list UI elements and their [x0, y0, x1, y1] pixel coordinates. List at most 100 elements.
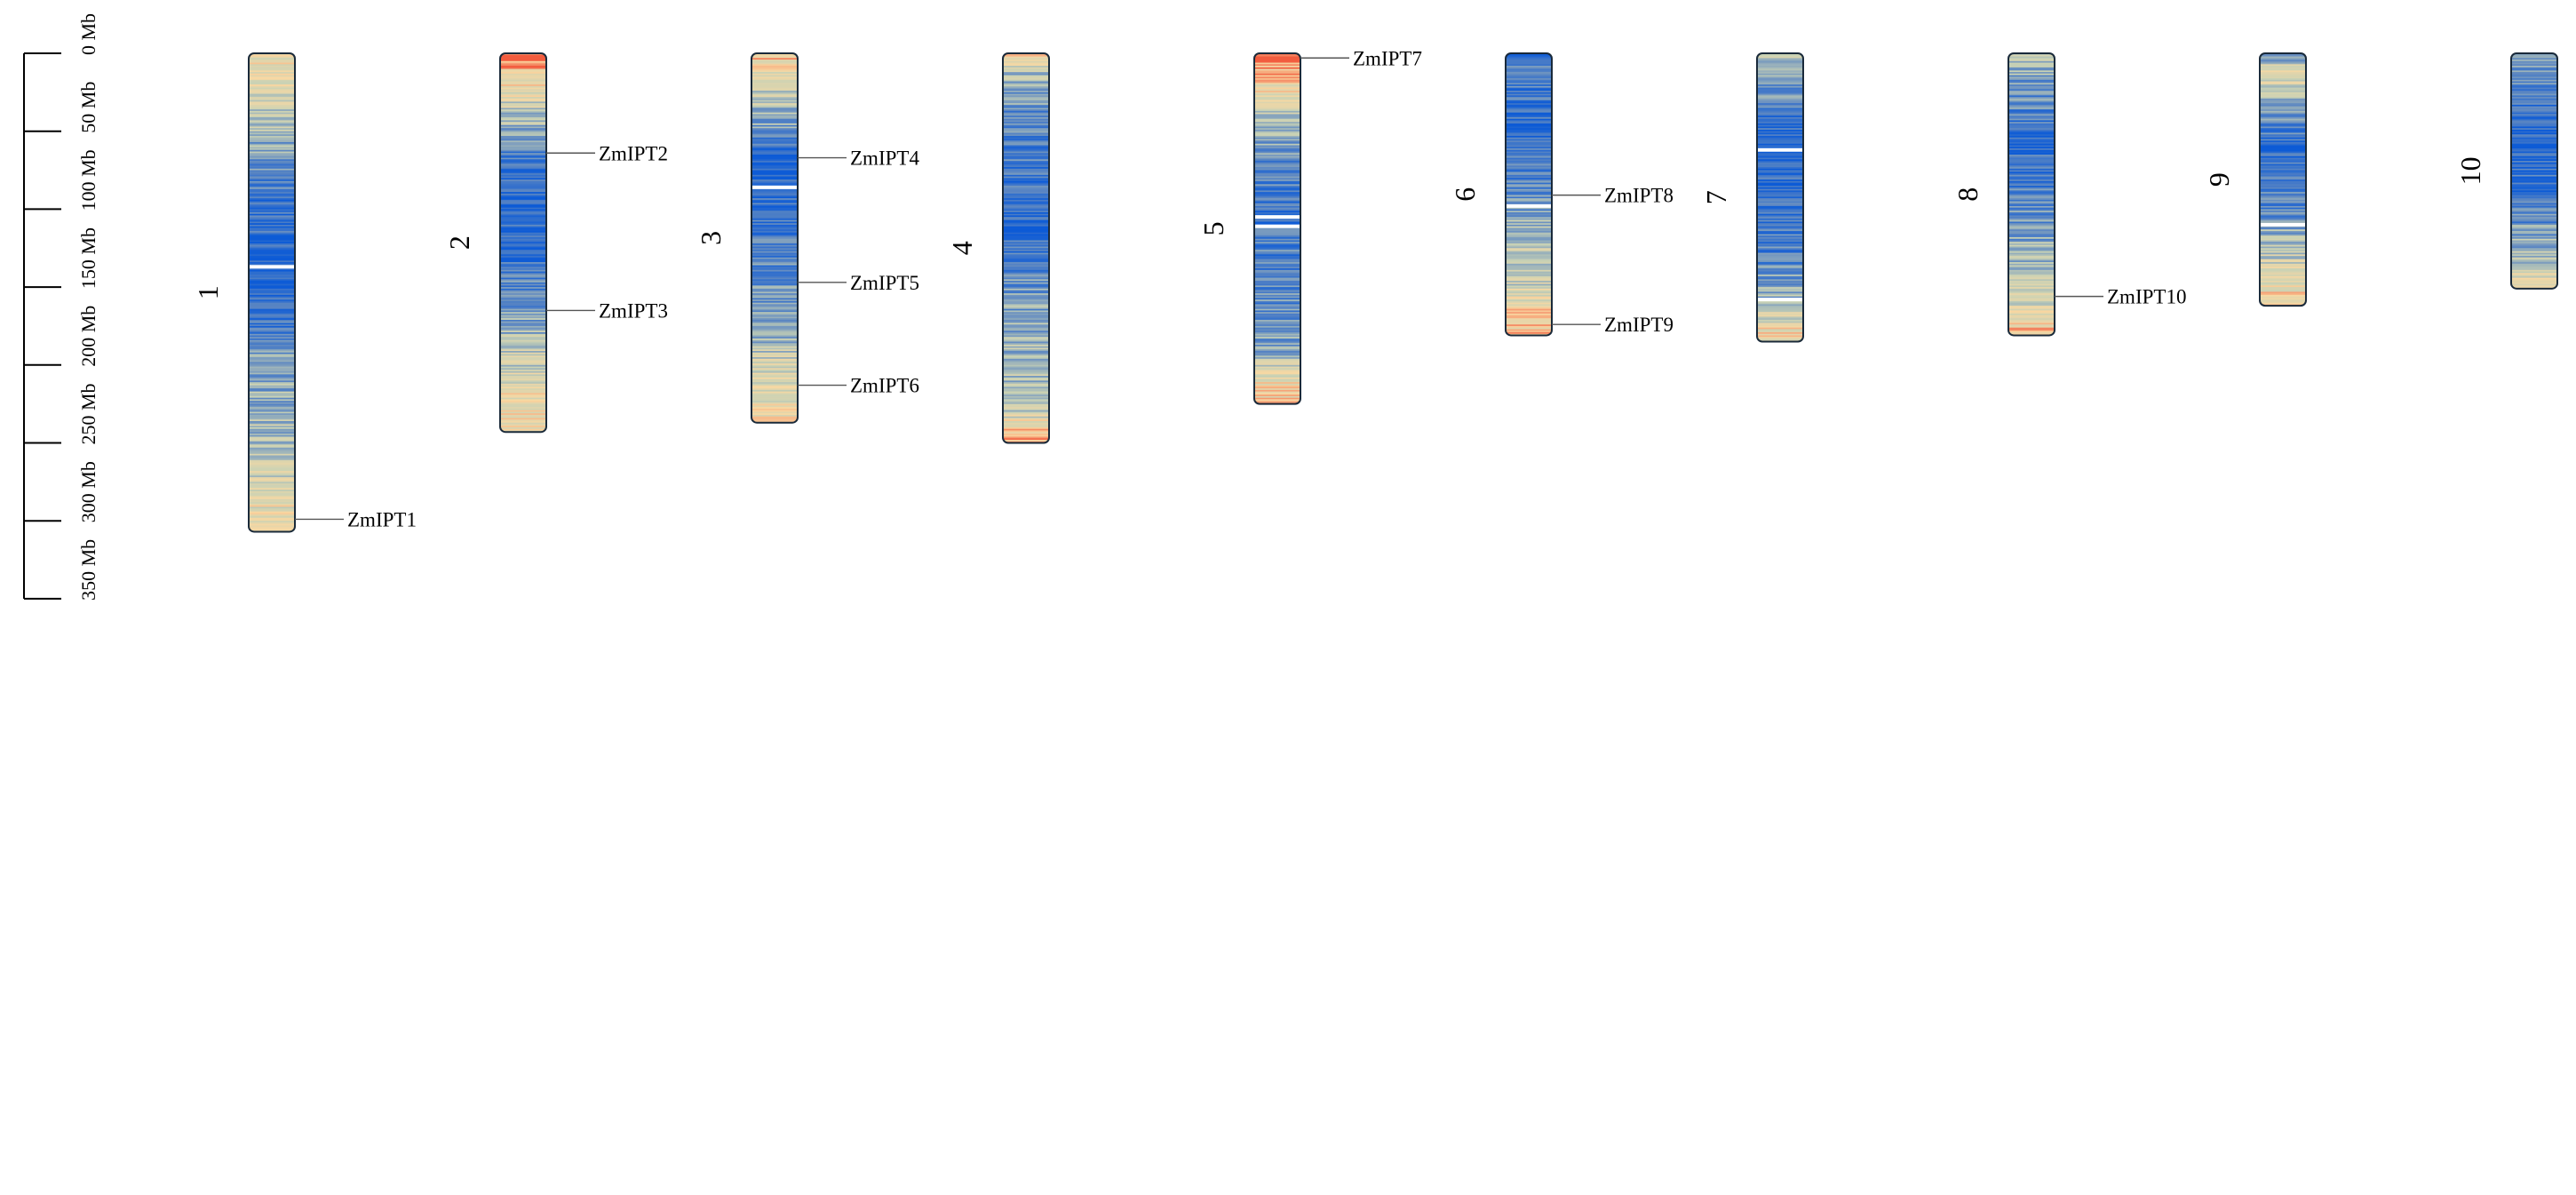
- density-band: [249, 461, 295, 464]
- density-band: [1506, 147, 1552, 151]
- density-band: [249, 178, 295, 180]
- density-band: [2511, 273, 2557, 275]
- density-band: [500, 83, 546, 85]
- density-band: [500, 215, 546, 218]
- density-band: [751, 325, 798, 329]
- density-band: [2008, 72, 2055, 75]
- chromosome-label: 1: [192, 285, 224, 299]
- density-band: [751, 418, 798, 420]
- density-band: [500, 308, 546, 312]
- density-band: [1003, 109, 1049, 112]
- density-band: [1757, 254, 1803, 257]
- density-band: [1757, 110, 1803, 114]
- density-band: [1003, 275, 1049, 279]
- density-band: [1757, 165, 1803, 168]
- density-band: [249, 339, 295, 343]
- scale-tick-label: 50 Mb: [77, 82, 99, 133]
- density-band: [1506, 246, 1552, 249]
- density-band: [500, 126, 546, 129]
- density-band: [249, 109, 295, 112]
- density-band: [249, 418, 295, 420]
- density-band: [751, 87, 798, 90]
- density-band: [500, 53, 546, 56]
- density-band: [1506, 250, 1552, 252]
- density-band: [1506, 108, 1552, 110]
- density-band: [1506, 167, 1552, 170]
- density-band: [1003, 145, 1049, 147]
- density-band: [1506, 192, 1552, 195]
- density-band: [1003, 196, 1049, 199]
- density-band: [2511, 76, 2557, 79]
- density-band: [249, 269, 295, 273]
- density-band: [249, 484, 295, 488]
- density-band: [2008, 101, 2055, 104]
- density-band: [2008, 256, 2055, 259]
- density-band: [2008, 89, 2055, 92]
- density-band: [1506, 92, 1552, 95]
- density-band: [2260, 282, 2306, 285]
- density-band: [2260, 288, 2306, 291]
- density-band: [500, 135, 546, 139]
- density-band: [1757, 300, 1803, 304]
- density-band: [1506, 106, 1552, 108]
- density-band: [1254, 234, 1300, 236]
- density-band: [2260, 190, 2306, 193]
- density-band: [249, 329, 295, 331]
- density-band: [249, 186, 295, 188]
- density-band: [1506, 319, 1552, 323]
- density-band: [1254, 213, 1300, 217]
- density-band: [1003, 167, 1049, 170]
- density-band: [2260, 215, 2306, 218]
- density-band: [2511, 178, 2557, 180]
- density-band: [1254, 62, 1300, 65]
- density-band: [1757, 211, 1803, 215]
- density-band: [1254, 325, 1300, 329]
- density-band: [1254, 290, 1300, 292]
- density-band: [1506, 132, 1552, 135]
- density-band: [249, 190, 295, 193]
- density-band: [2008, 147, 2055, 149]
- density-band: [1254, 116, 1300, 120]
- density-band: [1254, 389, 1300, 393]
- density-band: [751, 285, 798, 288]
- density-band: [1003, 362, 1049, 364]
- density-band: [500, 174, 546, 178]
- density-band: [249, 407, 295, 410]
- density-band: [751, 331, 798, 333]
- density-band: [2008, 182, 2055, 185]
- density-band: [1757, 182, 1803, 185]
- density-band: [2260, 281, 2306, 283]
- density-band: [2260, 93, 2306, 96]
- density-band: [1003, 192, 1049, 195]
- density-band: [500, 354, 546, 356]
- density-band: [249, 325, 295, 329]
- density-band: [1757, 316, 1803, 319]
- density-band: [1506, 257, 1552, 260]
- density-band: [1254, 386, 1300, 389]
- density-band: [500, 346, 546, 349]
- density-band: [1506, 122, 1552, 124]
- density-band: [751, 68, 798, 71]
- density-band: [1254, 256, 1300, 259]
- density-band: [2260, 296, 2306, 299]
- density-band: [2511, 83, 2557, 85]
- density-band: [500, 145, 546, 147]
- density-band: [1757, 262, 1803, 265]
- density-band: [249, 285, 295, 288]
- density-band: [1757, 131, 1803, 134]
- density-band: [2008, 259, 2055, 261]
- density-band: [1254, 100, 1300, 102]
- density-band: [500, 112, 546, 116]
- density-band: [500, 262, 546, 265]
- density-band: [500, 257, 546, 260]
- density-band: [1254, 341, 1300, 344]
- density-band: [1757, 319, 1803, 323]
- density-band: [751, 60, 798, 62]
- density-band: [751, 76, 798, 79]
- density-band: [500, 293, 546, 296]
- band-gap: [1757, 147, 1803, 152]
- density-band: [500, 103, 546, 106]
- density-band: [249, 363, 295, 366]
- density-band: [500, 56, 546, 59]
